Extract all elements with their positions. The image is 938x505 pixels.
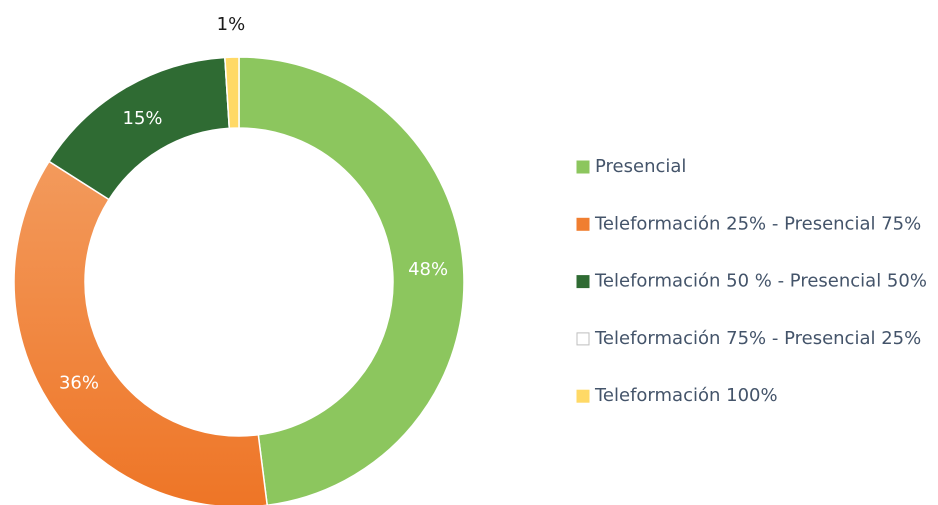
legend-label: Teleformación 50 % - Presencial 50%	[594, 271, 927, 292]
legend-label: Teleformación 25% - Presencial 75%	[594, 213, 921, 234]
legend: Presencial Teleformación 25% - Presencial…	[576, 156, 927, 406]
slice-label: 36%	[59, 373, 99, 394]
legend-swatch	[576, 160, 590, 174]
donut	[13, 56, 465, 505]
slice-label: 48%	[408, 259, 448, 280]
slice-labels: 48% 36% 15% 1%	[59, 14, 448, 393]
legend-swatch	[576, 389, 590, 403]
slice	[13, 160, 268, 505]
legend-swatch	[576, 275, 590, 289]
legend-swatch	[576, 332, 590, 346]
legend-label: Presencial	[595, 156, 686, 177]
slice-label: 15%	[123, 108, 163, 129]
legend-label: Teleformación 75% - Presencial 25%	[594, 328, 921, 349]
legend-swatch	[576, 217, 590, 231]
slice	[238, 56, 465, 505]
slice	[224, 56, 240, 130]
slice-label: 1%	[217, 14, 246, 35]
legend-label: Teleformación 100%	[594, 385, 778, 406]
